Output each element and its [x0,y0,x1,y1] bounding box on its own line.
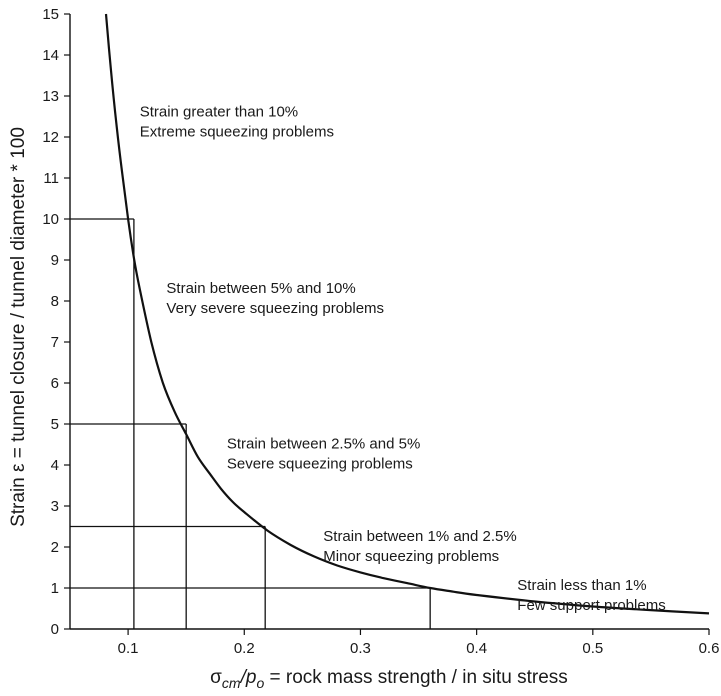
y-axis-title: Strain ε = tunnel closure / tunnel diame… [8,127,29,527]
y-tick-label: 8 [51,293,59,310]
y-tick-label: 4 [51,457,59,474]
y-tick-label: 10 [42,211,59,228]
annotation-strain-range: Strain between 1% and 2.5% [323,528,516,545]
x-title-slash-p: /p [239,667,257,688]
annotation-strain-range: Strain between 2.5% and 5% [227,436,420,453]
y-tick-label: 5 [51,416,59,433]
x-title-rest: = rock mass strength / in situ stress [264,667,568,688]
y-tick-label: 11 [43,170,59,187]
x-tick-label: 0.6 [699,640,720,657]
y-tick-label: 2 [51,539,59,556]
annotation-problem-class: Minor squeezing problems [323,548,499,565]
x-title-sigma-sub: cm [222,675,241,691]
y-tick-label: 1 [51,580,59,597]
x-tick-label: 0.3 [350,640,371,657]
y-tick-label: 13 [42,88,59,105]
y-tick-label: 9 [51,252,59,269]
y-tick-label: 12 [42,129,59,146]
y-tick-label: 14 [42,47,59,64]
x-tick-label: 0.4 [466,640,487,657]
annotations: Strain greater than 10% Extreme squeezing… [140,104,666,615]
x-axis-title: σcm/po = rock mass strength / in situ st… [210,667,568,691]
annotation-strain-range: Strain greater than 10% [140,104,298,121]
y-tick-label: 0 [51,621,59,638]
y-tick-label: 15 [42,6,59,23]
annotation-strain-range: Strain less than 1% [517,577,646,594]
annotation-strain-range: Strain between 5% and 10% [166,280,355,297]
x-title-p-sub: o [256,675,264,691]
y-tick-label: 7 [51,334,59,351]
annotation-problem-class: Extreme squeezing problems [140,124,334,141]
x-title-sigma: σ [210,667,222,688]
x-tick-label: 0.5 [582,640,603,657]
x-tick-label: 0.1 [118,640,139,657]
annotation-problem-class: Severe squeezing problems [227,456,413,473]
annotation-problem-class: Very severe squeezing problems [166,300,384,317]
y-tick-label: 6 [51,375,59,392]
x-ticks: 0.1 0.2 0.3 0.4 0.5 0.6 [118,629,720,657]
annotation-problem-class: Few support problems [517,597,665,614]
y-tick-label: 3 [51,498,59,515]
x-tick-label: 0.2 [234,640,255,657]
